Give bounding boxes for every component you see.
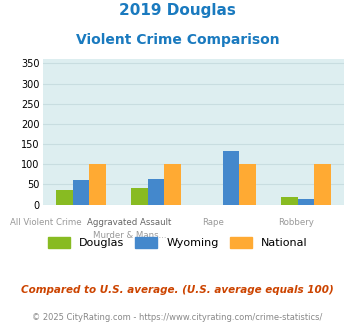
Bar (281, 197, 297, 205)
Bar (314, 164, 331, 205)
Legend: Douglas, Wyoming, National: Douglas, Wyoming, National (48, 237, 307, 248)
Text: Robbery: Robbery (278, 218, 315, 227)
Text: 2019 Douglas: 2019 Douglas (119, 3, 236, 18)
Text: © 2025 CityRating.com - https://www.cityrating.com/crime-statistics/: © 2025 CityRating.com - https://www.city… (32, 314, 323, 322)
Text: All Violent Crime: All Violent Crime (10, 218, 82, 227)
Bar (131, 188, 148, 205)
Bar (56, 190, 73, 205)
Text: Compared to U.S. average. (U.S. average equals 100): Compared to U.S. average. (U.S. average … (21, 285, 334, 295)
Bar (223, 151, 239, 205)
Bar (148, 179, 164, 205)
Text: Murder & Mans...: Murder & Mans... (93, 231, 166, 240)
Bar (297, 199, 314, 205)
Text: Rape: Rape (202, 218, 224, 227)
Text: Violent Crime Comparison: Violent Crime Comparison (76, 33, 279, 47)
Bar (164, 164, 181, 205)
Bar (89, 164, 106, 205)
Bar (239, 164, 256, 205)
Bar (73, 181, 89, 205)
Text: Aggravated Assault: Aggravated Assault (87, 218, 172, 227)
